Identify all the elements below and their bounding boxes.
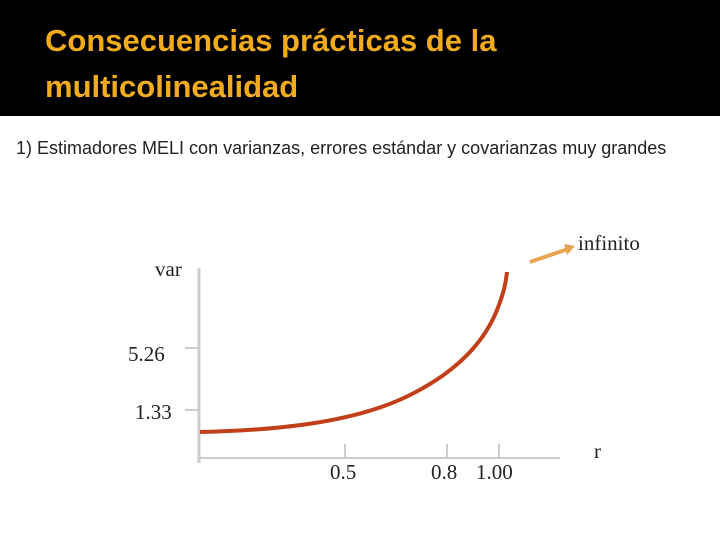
x-tick-label: 0.5 (330, 460, 356, 484)
arrow-head (564, 244, 575, 255)
annotation: infinito (578, 231, 640, 255)
y-label: var (155, 257, 182, 281)
header-band: Consecuencias prácticas de la multicolin… (0, 0, 720, 116)
paragraph: 1) Estimadores MELI con varianzas, error… (16, 138, 667, 158)
y-tick-label: 1.33 (135, 400, 172, 424)
x-tick-label: 1.00 (476, 460, 513, 484)
arrow (529, 247, 569, 264)
curve (199, 271, 509, 434)
slide-title: Consecuencias prácticas de la multicolin… (45, 23, 497, 104)
x-label: r (594, 439, 601, 463)
x-tick-label: 0.8 (431, 460, 457, 484)
y-tick-label: 5.26 (128, 342, 165, 366)
